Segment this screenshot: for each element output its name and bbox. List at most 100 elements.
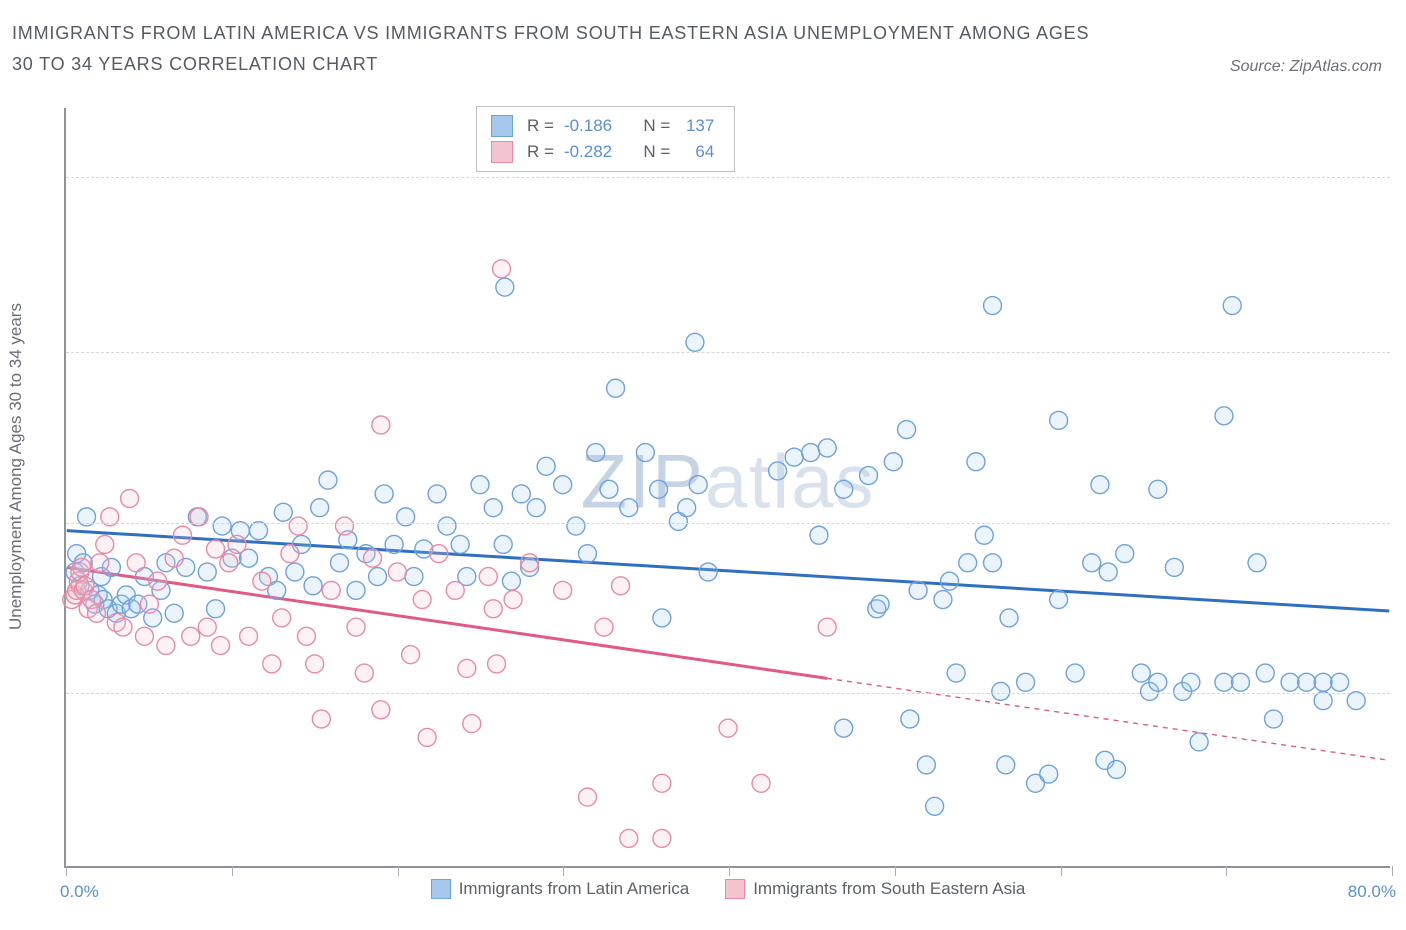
data-point [689, 476, 707, 494]
data-point [114, 618, 132, 636]
data-point [281, 545, 299, 563]
data-point [802, 444, 820, 462]
data-point [860, 467, 878, 485]
data-point [198, 563, 216, 581]
legend-swatch [725, 879, 745, 899]
data-point [579, 545, 597, 563]
data-point [347, 618, 365, 636]
data-point [941, 572, 959, 590]
data-point [402, 646, 420, 664]
legend-swatch [431, 879, 451, 899]
data-point [997, 756, 1015, 774]
data-point [372, 701, 390, 719]
data-point [1149, 673, 1167, 691]
data-point [554, 476, 572, 494]
data-point [620, 499, 638, 517]
data-point [1314, 673, 1332, 691]
data-point [273, 609, 291, 627]
data-point [458, 659, 476, 677]
data-point [653, 774, 671, 792]
data-point [612, 577, 630, 595]
xtick [895, 866, 896, 876]
data-point [1091, 476, 1109, 494]
data-point [926, 797, 944, 815]
data-point [240, 627, 258, 645]
data-point [488, 655, 506, 673]
xtick [66, 866, 67, 876]
data-point [213, 517, 231, 535]
data-point [1314, 692, 1332, 710]
data-point [871, 595, 889, 613]
data-point [898, 421, 916, 439]
data-point [286, 563, 304, 581]
data-point [1000, 609, 1018, 627]
data-point [1231, 673, 1249, 691]
data-point [554, 581, 572, 599]
data-point [253, 572, 271, 590]
data-point [975, 526, 993, 544]
data-point [484, 600, 502, 618]
data-point [375, 485, 393, 503]
data-point [385, 535, 403, 553]
data-point [835, 719, 853, 737]
data-point [504, 591, 522, 609]
data-point [653, 829, 671, 847]
data-point [818, 439, 836, 457]
data-point [595, 618, 613, 636]
data-point [579, 788, 597, 806]
data-point [947, 664, 965, 682]
data-point [992, 682, 1010, 700]
data-point [471, 476, 489, 494]
data-point [494, 535, 512, 553]
data-point [157, 637, 175, 655]
chart-title: IMMIGRANTS FROM LATIN AMERICA VS IMMIGRA… [12, 18, 1092, 79]
data-point [88, 604, 106, 622]
data-point [311, 499, 329, 517]
gridline [66, 177, 1390, 178]
data-point [372, 416, 390, 434]
legend-item: Immigrants from Latin America [431, 879, 690, 899]
data-point [884, 453, 902, 471]
data-point [493, 260, 511, 278]
data-point [430, 545, 448, 563]
data-point [984, 554, 1002, 572]
scatter-points-layer [66, 108, 1390, 866]
data-point [1347, 692, 1365, 710]
data-point [428, 485, 446, 503]
data-point [984, 297, 1002, 315]
data-point [587, 444, 605, 462]
data-point [1017, 673, 1035, 691]
data-point [653, 609, 671, 627]
data-point [1223, 297, 1241, 315]
data-point [182, 627, 200, 645]
data-point [198, 618, 216, 636]
data-point [319, 471, 337, 489]
data-point [369, 568, 387, 586]
data-point [600, 480, 618, 498]
data-point [818, 618, 836, 636]
xtick [1226, 866, 1227, 876]
data-point [388, 563, 406, 581]
data-point [306, 655, 324, 673]
data-point [96, 535, 114, 553]
data-point [220, 554, 238, 572]
data-point [207, 540, 225, 558]
data-point [901, 710, 919, 728]
data-point [405, 568, 423, 586]
data-point [1050, 591, 1068, 609]
data-point [446, 581, 464, 599]
data-point [959, 554, 977, 572]
data-point [355, 664, 373, 682]
data-point [502, 572, 520, 590]
data-point [699, 563, 717, 581]
data-point [438, 517, 456, 535]
data-point [934, 591, 952, 609]
data-point [909, 581, 927, 599]
source-label: Source: ZipAtlas.com [1230, 58, 1382, 76]
data-point [607, 379, 625, 397]
data-point [1066, 664, 1084, 682]
data-point [173, 526, 191, 544]
legend-series-name: Immigrants from Latin America [459, 879, 690, 899]
data-point [512, 485, 530, 503]
x-axis-min-label: 0.0% [60, 882, 99, 902]
